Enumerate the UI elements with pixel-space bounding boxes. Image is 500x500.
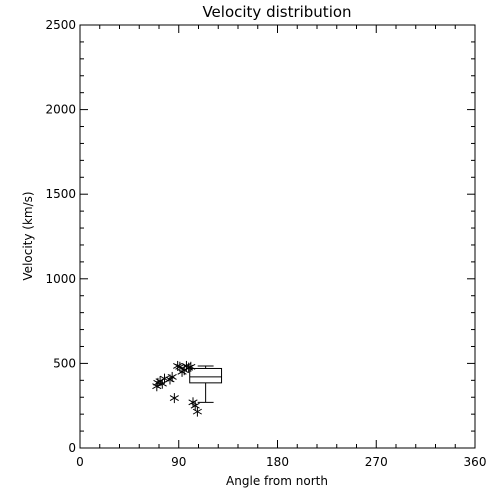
data-point: [159, 373, 170, 384]
data-point: [190, 400, 200, 411]
data-point: [169, 393, 179, 404]
y-tick-label: 500: [53, 356, 76, 370]
data-point: [188, 397, 198, 408]
velocity-boxplot: [189, 365, 223, 403]
chart-title: Velocity distribution: [202, 3, 351, 21]
data-point: [167, 371, 177, 382]
y-tick-label: 0: [68, 441, 76, 455]
x-tick-label: 90: [171, 455, 186, 469]
y-axis: 0 500 1000 1500 2000 2500: [45, 18, 475, 455]
x-axis: 0 90 180 270 360: [76, 25, 486, 469]
y-tick-label: 1000: [45, 272, 76, 286]
y-tick-label: 2500: [45, 18, 76, 32]
data-point: [192, 406, 202, 417]
x-tick-label: 360: [464, 455, 487, 469]
data-points: [152, 360, 202, 417]
plot-frame: [79, 24, 476, 449]
y-tick-label: 2000: [45, 103, 76, 117]
data-point: [186, 361, 196, 372]
x-tick-label: 270: [365, 455, 388, 469]
y-tick-label: 1500: [45, 187, 76, 201]
y-axis-label: Velocity (km/s): [21, 191, 35, 280]
x-axis-label: Angle from north: [226, 474, 328, 488]
x-tick-label: 0: [76, 455, 84, 469]
box-iqr: [189, 367, 223, 384]
x-tick-label: 180: [266, 455, 289, 469]
